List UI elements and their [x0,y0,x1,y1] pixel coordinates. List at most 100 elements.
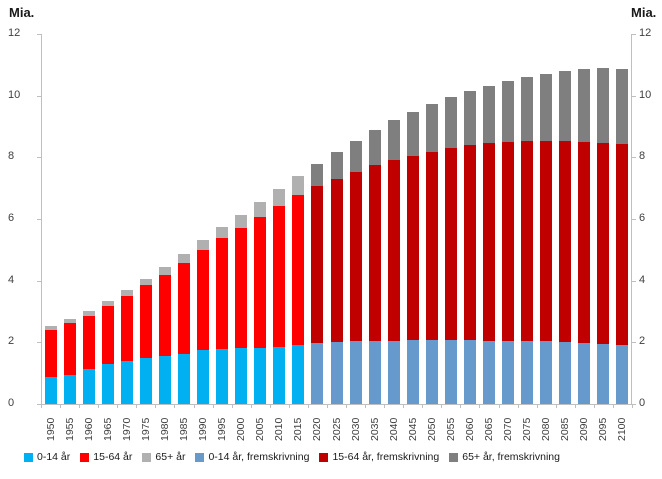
x-tickmark [460,404,462,408]
segment-65+-r [368,130,381,166]
segment-15-64-r [540,141,553,342]
segment-0-14-r [82,369,95,404]
segment-65+-r [559,71,572,142]
segment-0-14-r [483,340,496,404]
legend-swatch [449,452,459,462]
bar-2000 [235,214,248,404]
bar-2010 [273,189,286,404]
segment-0-14-r [463,340,476,404]
x-tickmark [174,404,176,408]
y-tickmark-right [631,404,636,405]
x-tickmark [479,404,481,408]
y-axis-line-left [41,34,42,405]
segment-15-64-r [387,160,400,341]
x-tick-label: 2020 [311,417,324,441]
segment-15-64-r [139,285,152,359]
y-tick-label-left: 8 [8,150,15,163]
segment-15-64-r [63,322,76,375]
x-tickmark [307,404,309,408]
bar-1990 [197,239,210,404]
segment-0-14-r [349,341,362,404]
segment-65+-r [521,76,534,142]
segment-65+-r [177,253,190,263]
segment-65+-r [387,120,400,161]
segment-0-14-r [63,374,76,404]
bar-2080 [540,73,553,404]
segment-65+-r [578,69,591,142]
segment-65+-r [254,202,267,217]
y-tickmark-left [37,34,41,35]
x-tick-label: 1975 [139,417,152,441]
segment-15-64-r [463,145,476,341]
segment-65+-r [44,326,57,331]
x-tick-label: 1970 [120,417,133,441]
x-tick-label: 2025 [330,417,343,441]
bar-1965 [101,301,114,404]
segment-15-64-r [483,143,496,341]
legend-item: 65+ år, fremskrivning [449,451,560,463]
x-tick-label: 2045 [406,417,419,441]
bar-2005 [254,202,267,404]
x-tickmark [632,404,633,408]
x-tick-label: 1965 [101,417,114,441]
segment-0-14-r [44,377,57,404]
segment-15-64-r [559,141,572,343]
x-tickmark [422,404,424,408]
y-tickmark-left [37,404,41,405]
plot-area [41,34,632,405]
legend-swatch [142,452,152,462]
bar-2095 [597,68,610,404]
bar-1985 [177,253,190,404]
x-tickmark [593,404,595,408]
x-tick-label: 2055 [444,417,457,441]
segment-0-14-r [444,340,457,404]
x-tickmark [288,404,290,408]
y-tick-label-right: 2 [639,335,646,348]
segment-15-64-r [368,165,381,342]
x-tick-label: 2050 [425,417,438,441]
x-tick-label: 1955 [63,417,76,441]
legend-label: 65+ år [155,451,186,463]
segment-15-64-r [311,186,324,343]
y-tick-label-right: 6 [639,212,646,224]
x-tick-label: 2085 [559,417,572,441]
x-tick-label: 2015 [292,417,305,441]
legend-label: 0-14 år, fremskrivning [208,451,310,463]
segment-0-14-r [540,341,553,404]
segment-0-14-r [101,364,114,404]
x-tick-label: 2090 [578,417,591,441]
segment-15-64-r [444,148,457,341]
x-tick-label: 2060 [463,417,476,441]
y-tick-label-left: 4 [8,273,15,286]
y-tick-label-left: 12 [8,27,21,39]
x-tickmark [403,404,405,408]
legend-item: 0-14 år, fremskrivning [195,451,309,463]
x-tickmark [193,404,195,408]
segment-65+-r [273,189,286,207]
y-tickmark-left [37,342,41,344]
segment-65+-r [158,266,171,275]
bar-2035 [368,130,381,404]
x-tick-label: 2080 [540,417,553,441]
legend-item: 15-64 år, fremskrivning [319,451,439,463]
legend-label: 0-14 år [37,451,71,463]
segment-0-14-r [139,358,152,404]
segment-15-64-r [292,195,305,346]
x-tickmark [517,404,519,408]
segment-65+-r [216,227,229,239]
segment-0-14-r [387,340,400,404]
bar-2015 [292,176,305,404]
y-tickmark-right [631,95,636,97]
left-axis-title: Mia. [9,5,35,20]
bar-2050 [425,104,438,404]
bar-1980 [158,266,171,404]
x-tickmark [555,404,557,408]
segment-0-14-r [521,341,534,404]
right-axis-title: Mia. [631,5,657,20]
legend-label: 65+ år, fremskrivning [462,451,560,463]
segment-15-64-r [197,249,210,351]
segment-65+-r [483,85,496,144]
x-tick-label: 1980 [158,417,171,441]
segment-0-14-r [120,361,133,404]
x-tickmark [98,404,100,408]
